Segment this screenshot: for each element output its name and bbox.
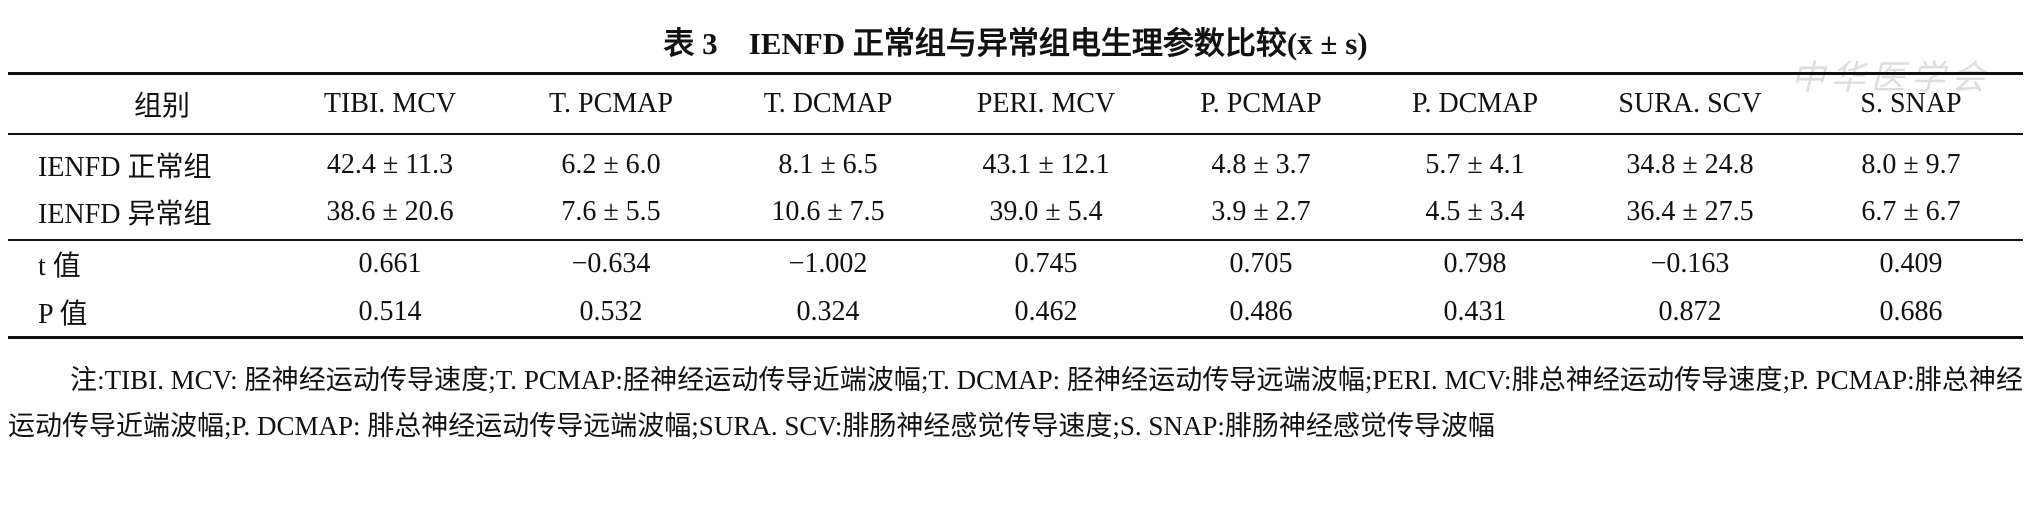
data-cell: 0.798: [1443, 248, 1507, 279]
header-rule: [8, 133, 2023, 135]
data-cell: 8.0 ± 9.7: [1861, 149, 1961, 180]
header-cell: P. PCMAP: [1200, 88, 1322, 119]
data-cell: −1.002: [788, 248, 868, 279]
data-cell: 0.661: [358, 248, 422, 279]
data-cell: 8.1 ± 6.5: [778, 149, 878, 180]
table-title: 表 3 IENFD 正常组与异常组电生理参数比较(x̄ ± s): [663, 26, 1368, 61]
top-rule: [8, 72, 2023, 75]
data-cell: 36.4 ± 27.5: [1626, 196, 1754, 227]
row-label: IENFD 正常组: [38, 152, 212, 183]
data-cell: 0.486: [1229, 296, 1293, 327]
table-note: 注:TIBI. MCV: 胫神经运动传导速度;T. PCMAP:胫神经运动传导近…: [8, 365, 2023, 441]
data-cell: 0.409: [1879, 248, 1943, 279]
data-cell: 0.462: [1014, 296, 1078, 327]
data-cell: 10.6 ± 7.5: [771, 196, 885, 227]
row-label: P 值: [38, 299, 88, 330]
header-cell: S. SNAP: [1860, 88, 1962, 119]
data-cell: 0.431: [1443, 296, 1507, 327]
bottom-rule: [8, 336, 2023, 339]
header-cell: TIBI. MCV: [323, 88, 457, 119]
data-cell: 34.8 ± 24.8: [1626, 149, 1754, 180]
data-cell: 0.324: [796, 296, 860, 327]
data-cell: 6.2 ± 6.0: [561, 149, 661, 180]
header-cell: SURA. SCV: [1618, 88, 1762, 119]
data-cell: 0.705: [1229, 248, 1293, 279]
header-cell: PERI. MCV: [976, 88, 1116, 119]
row-label: t 值: [38, 251, 81, 282]
data-cell: 0.745: [1014, 248, 1078, 279]
data-cell: 7.6 ± 5.5: [561, 196, 661, 227]
data-cell: 0.514: [358, 296, 422, 327]
row-label: IENFD 异常组: [38, 199, 212, 230]
data-cell: 0.532: [579, 296, 643, 327]
data-cell: 6.7 ± 6.7: [1861, 196, 1961, 227]
watermark: 中华医学会: [1791, 60, 1991, 97]
data-cell: 38.6 ± 20.6: [326, 196, 454, 227]
data-cell: −0.163: [1650, 248, 1730, 279]
data-cell: 42.4 ± 11.3: [326, 149, 454, 180]
header-cell: T. DCMAP: [763, 88, 893, 119]
data-cell: 43.1 ± 12.1: [982, 149, 1110, 180]
header-cell: T. PCMAP: [549, 88, 673, 119]
mid-rule: [8, 239, 2023, 241]
data-cell: 5.7 ± 4.1: [1425, 149, 1525, 180]
data-cell: 39.0 ± 5.4: [989, 196, 1103, 227]
data-cell: 3.9 ± 2.7: [1211, 196, 1311, 227]
data-cell: 4.5 ± 3.4: [1425, 196, 1525, 227]
data-cell: 0.872: [1658, 296, 1722, 327]
data-cell: −0.634: [571, 248, 651, 279]
header-cell: P. DCMAP: [1411, 88, 1539, 119]
data-cell: 4.8 ± 3.7: [1211, 149, 1311, 180]
header-cell: 组别: [133, 91, 191, 122]
data-cell: 0.686: [1879, 296, 1943, 327]
